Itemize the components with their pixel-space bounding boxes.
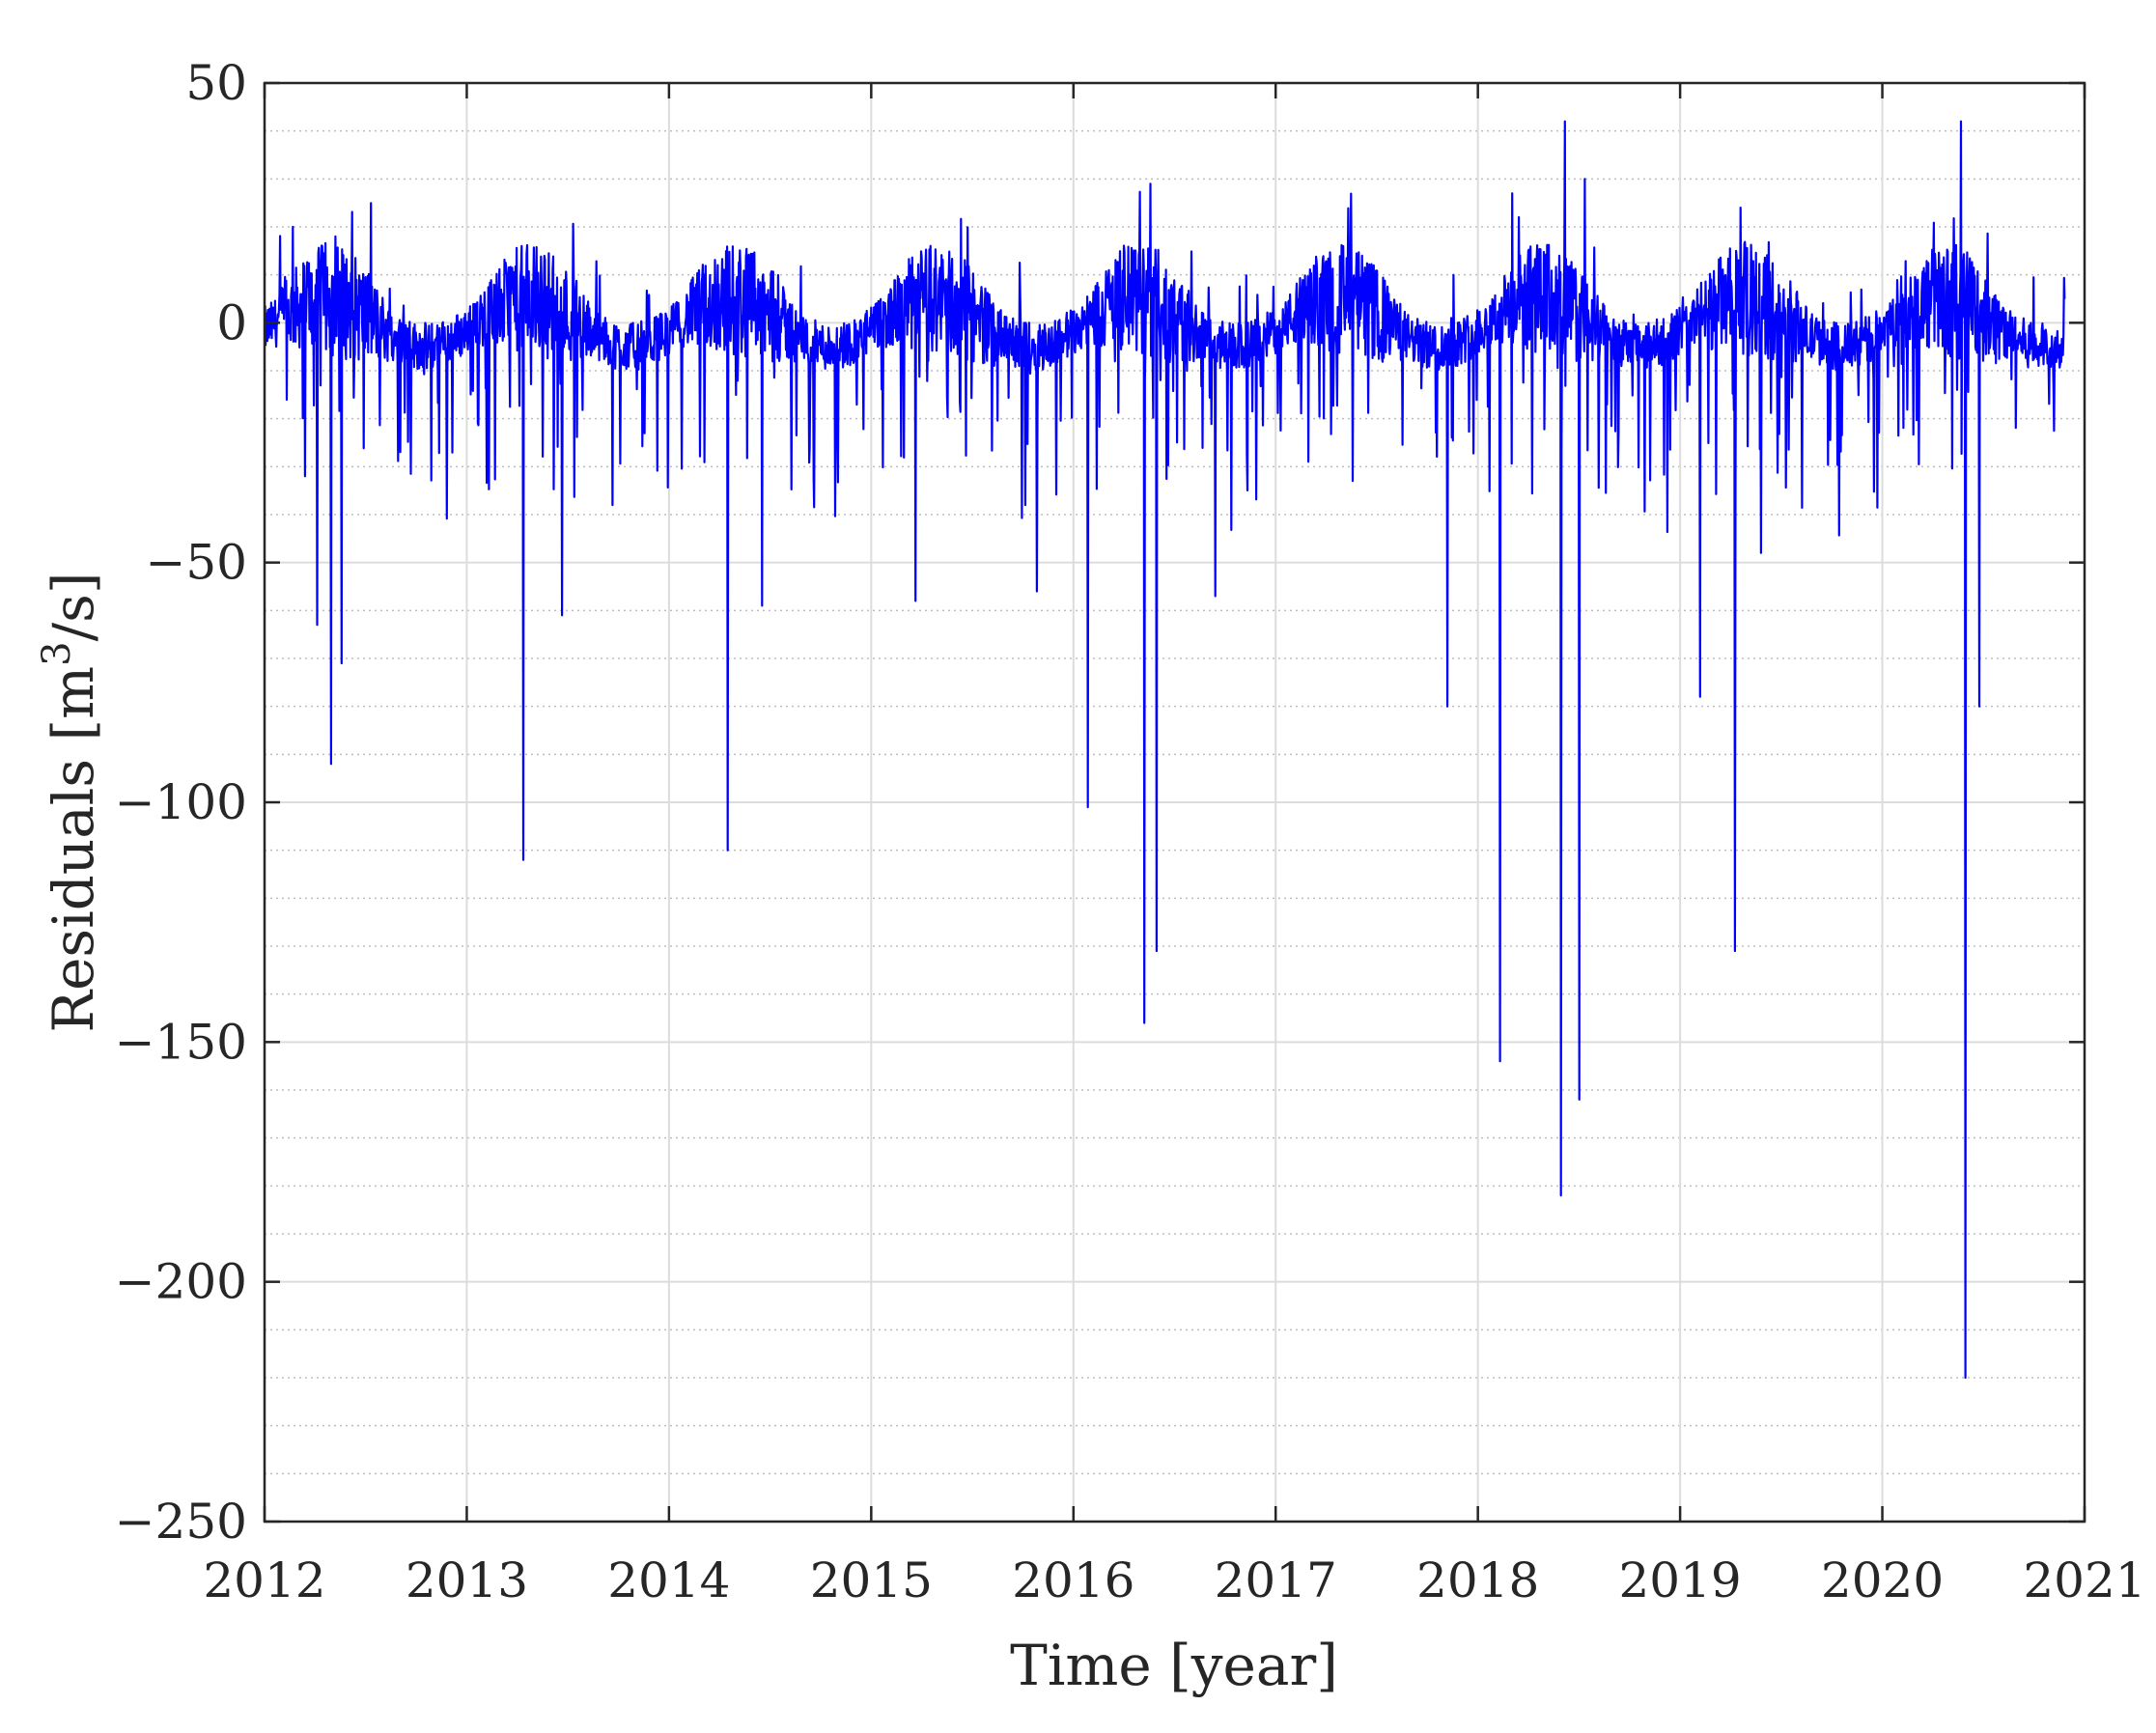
x-tick-label: 2015 [810,1552,933,1608]
x-tick-label: 2020 [1821,1552,1944,1608]
y-tick-labels: 50 0 −50 −100 −150 −200 −250 [115,55,247,1550]
x-tick-label: 2019 [1618,1552,1741,1608]
y-tick-label: −200 [115,1254,247,1310]
y-axis-label: Residuals [m3/s] [35,572,106,1032]
y-tick-label: −150 [115,1014,247,1070]
x-tick-label: 2016 [1012,1552,1134,1608]
series-line [263,120,2066,1380]
y-tick-label: −100 [115,774,247,830]
series-group [263,120,2066,1380]
tick-marks [263,81,2086,1523]
x-tick-label: 2021 [2023,1552,2145,1608]
x-tick-label: 2012 [203,1552,325,1608]
y-axis-label-superscript: 3 [35,641,79,665]
minor-grid [265,129,2085,1475]
y-axis-label-main: Residuals [m [41,666,106,1033]
y-tick-label: 50 [185,55,247,111]
x-tick-label: 2017 [1215,1552,1337,1608]
y-tick-label: −250 [115,1494,247,1550]
x-tick-labels: 2012 2013 2014 2015 2016 2017 2018 2019 2020 2021 [203,1552,2145,1608]
y-tick-label: −50 [145,535,247,591]
x-axis-label: Time [year] [1010,1633,1338,1698]
x-tick-label: 2014 [607,1552,730,1608]
y-tick-label: 0 [216,294,247,350]
x-tick-label: 2018 [1416,1552,1539,1608]
y-axis-label-tail: /s] [41,572,106,641]
x-tick-label: 2013 [406,1552,528,1608]
